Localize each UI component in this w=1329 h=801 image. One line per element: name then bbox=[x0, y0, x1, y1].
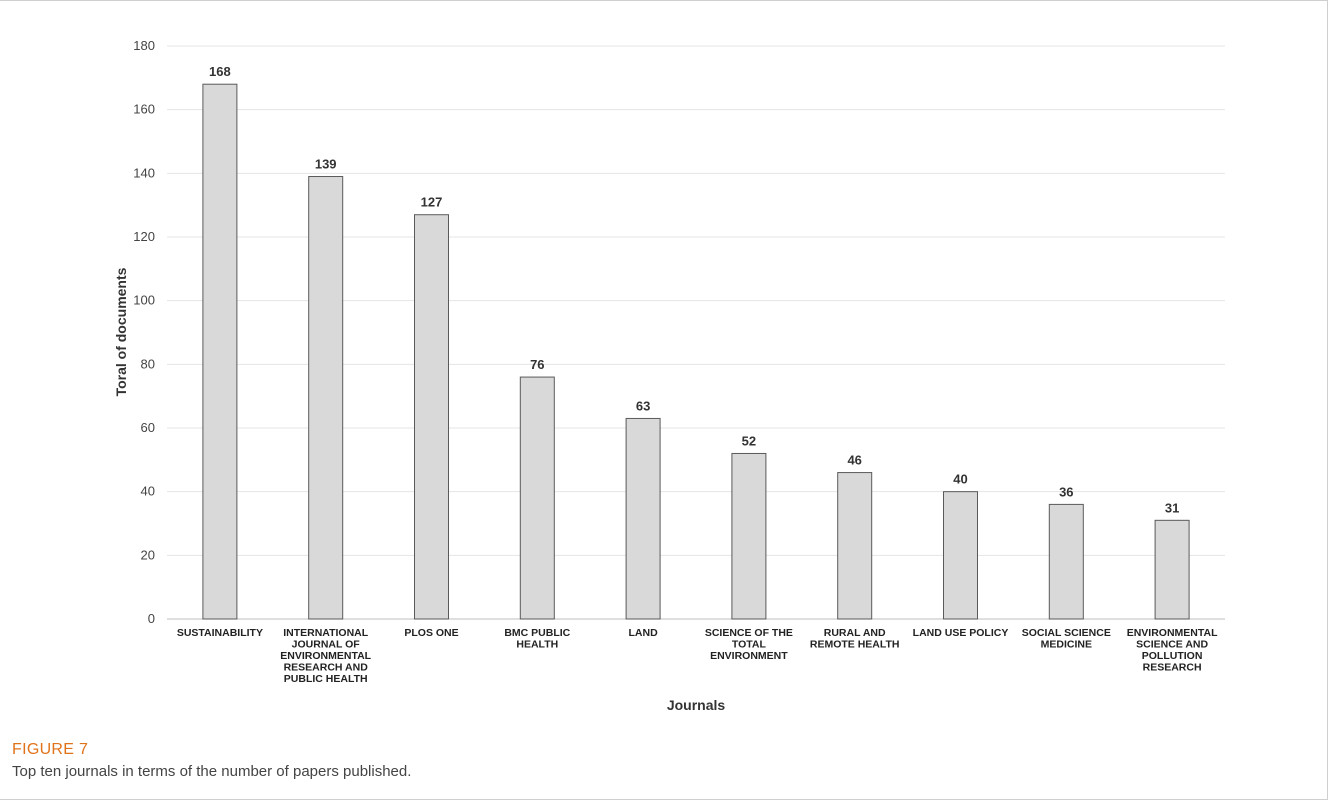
bar bbox=[731, 452, 767, 620]
bar-value-label: 139 bbox=[315, 157, 337, 172]
y-tick-label: 0 bbox=[148, 611, 155, 626]
y-tick-label: 180 bbox=[133, 38, 155, 53]
bars bbox=[202, 83, 1190, 620]
y-tick-label: 100 bbox=[133, 293, 155, 308]
bar-value-label: 46 bbox=[847, 453, 861, 468]
x-category-label: SCIENCE OF THE TOTAL ENVIRONMENT bbox=[705, 627, 793, 662]
x-category-label: SOCIAL SCIENCE MEDICINE bbox=[1022, 627, 1111, 651]
bar-value-label: 168 bbox=[209, 64, 231, 79]
y-axis-ticks: 0 20 40 60 80 100 120 140 160 180 bbox=[133, 38, 155, 626]
bar-value-label: 52 bbox=[742, 433, 756, 448]
bar bbox=[202, 83, 238, 620]
y-tick-label: 20 bbox=[141, 547, 155, 562]
bar-value-label: 127 bbox=[421, 195, 443, 210]
y-tick-label: 140 bbox=[133, 165, 155, 180]
bar-value-label: 36 bbox=[1059, 484, 1073, 499]
bar bbox=[1154, 519, 1190, 620]
bar bbox=[625, 417, 661, 620]
x-category-label: LAND USE POLICY bbox=[913, 627, 1009, 639]
y-tick-label: 60 bbox=[141, 420, 155, 435]
bar bbox=[308, 176, 344, 620]
x-axis-title: Journals bbox=[667, 697, 726, 713]
bar-value-label: 63 bbox=[636, 398, 650, 413]
x-category-label: BMC PUBLIC HEALTH bbox=[504, 627, 570, 651]
figure-label: FIGURE 7 bbox=[12, 741, 89, 758]
bar bbox=[943, 491, 978, 620]
figure-caption: Top ten journals in terms of the number … bbox=[12, 763, 412, 780]
x-category-label: INTERNATIONAL JOURNAL OF ENVIRONMENTAL RESE… bbox=[280, 627, 371, 685]
bar bbox=[414, 214, 449, 620]
x-axis-categories: SUSTAINABILITY INTERNATIONAL JOURNAL OF ENV… bbox=[177, 627, 1218, 685]
data-labels: 168 139 127 76 63 52 46 40 36 31 bbox=[209, 64, 1179, 515]
x-category-label: RURAL AND REMOTE HEALTH bbox=[810, 627, 900, 651]
bar-value-label: 76 bbox=[530, 357, 544, 372]
y-axis-title: Toral of documents bbox=[113, 267, 129, 396]
bar-value-label: 40 bbox=[953, 472, 967, 487]
bar bbox=[837, 472, 873, 620]
x-category-label: SUSTAINABILITY bbox=[177, 627, 263, 639]
gridlines bbox=[167, 45, 1225, 620]
bar-value-label: 31 bbox=[1165, 500, 1179, 515]
bar bbox=[519, 376, 555, 620]
x-category-label: LAND bbox=[629, 627, 659, 639]
x-category-label: PLOS ONE bbox=[404, 627, 458, 639]
y-tick-label: 160 bbox=[133, 102, 155, 117]
bar bbox=[1048, 503, 1084, 620]
y-tick-label: 120 bbox=[133, 229, 155, 244]
bar-chart: 0 20 40 60 80 100 120 140 160 180 168 139 127 76 63 52… bbox=[113, 38, 1225, 713]
y-tick-label: 80 bbox=[141, 356, 155, 371]
x-category-label: ENVIRONMENTAL SCIENCE AND POLLUTION RESEARC… bbox=[1127, 627, 1218, 674]
y-tick-label: 40 bbox=[141, 484, 155, 499]
